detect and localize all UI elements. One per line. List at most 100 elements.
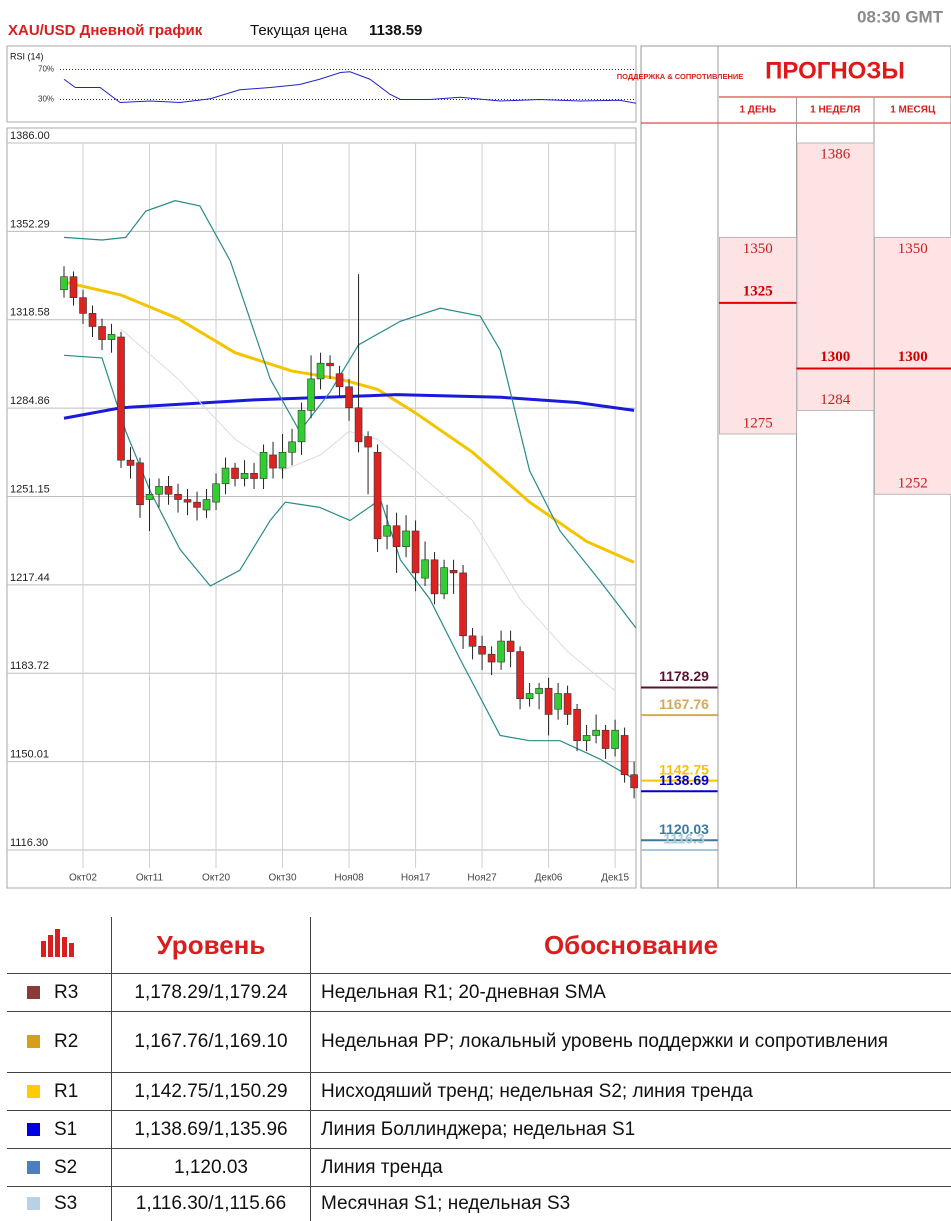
- candle-body: [221, 467, 230, 485]
- candle-body: [383, 525, 391, 537]
- y-tick-label: 1386.00: [10, 130, 50, 142]
- forecast-low: 1252: [898, 476, 928, 492]
- candle-body: [98, 326, 106, 340]
- table-row: R3 1,178.29/1,179.24 Недельная R1; 20-днев…: [7, 973, 951, 1012]
- x-tick-label: Дек06: [535, 873, 563, 884]
- candle-body: [535, 687, 543, 694]
- level-swatch: [27, 985, 40, 999]
- cell-text: 1,178.29/1,179.24: [134, 981, 288, 1003]
- indicator-line: [63, 200, 637, 629]
- x-tick-label: Окт02: [69, 873, 97, 884]
- cell-text: 1,116.30/1,115.66: [135, 1193, 287, 1214]
- table-cell: 1,178.29/1,179.24: [111, 973, 311, 1012]
- table-cell: S3: [7, 1186, 112, 1221]
- cell-text: 1,120.03: [174, 1156, 248, 1178]
- candle-body: [364, 436, 372, 448]
- table-cell: R2: [7, 1011, 112, 1073]
- indicator-line: [120, 328, 616, 692]
- candle-body: [478, 646, 486, 655]
- forecast-low-box: [719, 302, 797, 435]
- candle-body: [563, 693, 572, 715]
- forecast-high-box: [874, 236, 951, 369]
- cell-text: 1,167.76/1,169.10: [134, 1031, 288, 1052]
- candle-body: [88, 313, 97, 327]
- candle-body: [288, 441, 296, 453]
- candle-body: [269, 454, 277, 469]
- candle-body: [449, 569, 458, 574]
- level-swatch: [27, 1197, 40, 1211]
- level-swatch: [27, 1084, 40, 1098]
- forecast-high: 1386: [820, 146, 851, 162]
- candle-body: [259, 452, 268, 479]
- cell-text: Линия тренда: [321, 1156, 443, 1178]
- table-cell: S1: [7, 1110, 112, 1149]
- candle-body: [440, 567, 448, 595]
- cell-text: R3: [54, 981, 79, 1003]
- table-cell: Линия Боллинджера; недельная S1: [310, 1110, 951, 1149]
- forecast-col-header: 1 ДЕНЬ: [739, 105, 776, 116]
- candle-body: [630, 774, 638, 789]
- candle-body: [136, 462, 144, 506]
- y-tick-label: 1150.01: [10, 749, 49, 761]
- table-cell: S2: [7, 1148, 112, 1187]
- cell-text: Недельная PP; локальный уровень поддержк…: [321, 1031, 888, 1052]
- table-row: R2 1,167.76/1,169.10 Недельная PP; локальн…: [7, 1011, 951, 1073]
- candle-body: [373, 452, 382, 540]
- y-tick-label: 1318.58: [10, 307, 50, 319]
- forecast-target: 1325: [743, 283, 773, 299]
- table-cell: 1,167.76/1,169.10: [111, 1011, 311, 1073]
- table-cell: Месячная S1; недельная S3: [310, 1186, 951, 1221]
- cell-text: S1: [54, 1118, 78, 1140]
- candle-body: [183, 499, 192, 503]
- candle-body: [525, 693, 534, 700]
- rsi-title: RSI (14): [10, 51, 44, 61]
- price-label: Текущая цена: [250, 22, 348, 39]
- y-tick-label: 1217.44: [10, 572, 50, 584]
- table-cell: Недельная PP; локальный уровень поддержк…: [310, 1011, 951, 1073]
- candle-body: [468, 635, 477, 647]
- level-label: 1142.75: [659, 761, 709, 777]
- candle-body: [582, 735, 591, 741]
- cell-text: R1: [54, 1080, 79, 1102]
- forecast-low: 1284: [820, 392, 851, 408]
- table-row: S2 1,120.03 Линия тренда: [7, 1148, 951, 1187]
- candle-body: [250, 472, 258, 479]
- cell-text: R2: [54, 1031, 79, 1052]
- candle-body: [145, 493, 154, 500]
- forecast-low: 1275: [743, 415, 773, 431]
- candle-body: [164, 486, 173, 495]
- forecast-target: 1300: [820, 349, 850, 365]
- table-row: R1 1,142.75/1,150.29 Нисходяший тренд; нед…: [7, 1072, 951, 1111]
- cell-text: Месячная S1; недельная S3: [321, 1193, 571, 1214]
- candle-body: [297, 410, 306, 443]
- candle-body: [592, 729, 600, 736]
- candle-body: [601, 729, 610, 749]
- candle-body: [231, 467, 239, 479]
- candle-body: [202, 499, 211, 511]
- candle-body: [430, 559, 439, 595]
- table-cell: 1,116.30/1,115.66: [111, 1186, 311, 1221]
- candle-body: [345, 386, 353, 409]
- level-label: 1120.03: [659, 821, 709, 837]
- table-cell: Линия тренда: [310, 1148, 951, 1187]
- candle-body: [60, 276, 68, 291]
- level-label: 1138.69: [659, 772, 709, 788]
- table-cell: Нисходяший тренд; недельная S2; линия тр…: [310, 1072, 951, 1111]
- cell-text: S2: [54, 1156, 78, 1178]
- candle-body: [487, 653, 496, 663]
- table-cell: 1,120.03: [111, 1148, 311, 1187]
- level-swatch: [27, 1122, 40, 1136]
- candle-body: [354, 407, 363, 443]
- candle-body: [240, 472, 249, 479]
- forecast-low-box: [874, 368, 951, 495]
- levels-table: Уровень Обоснование R3 1,178.29/1,179.24 Н…: [7, 917, 951, 1221]
- forecast-high: 1350: [898, 241, 928, 257]
- candle-body: [411, 530, 420, 574]
- candle-body: [573, 708, 581, 741]
- bar-icon: [41, 928, 74, 957]
- cell-text: Недельная R1; 20-дневная SMA: [321, 981, 606, 1003]
- rsi-frame: [6, 45, 637, 123]
- cell-text: Нисходяший тренд; недельная S2; линия тр…: [321, 1080, 753, 1102]
- level-label: 1178.29: [659, 668, 709, 684]
